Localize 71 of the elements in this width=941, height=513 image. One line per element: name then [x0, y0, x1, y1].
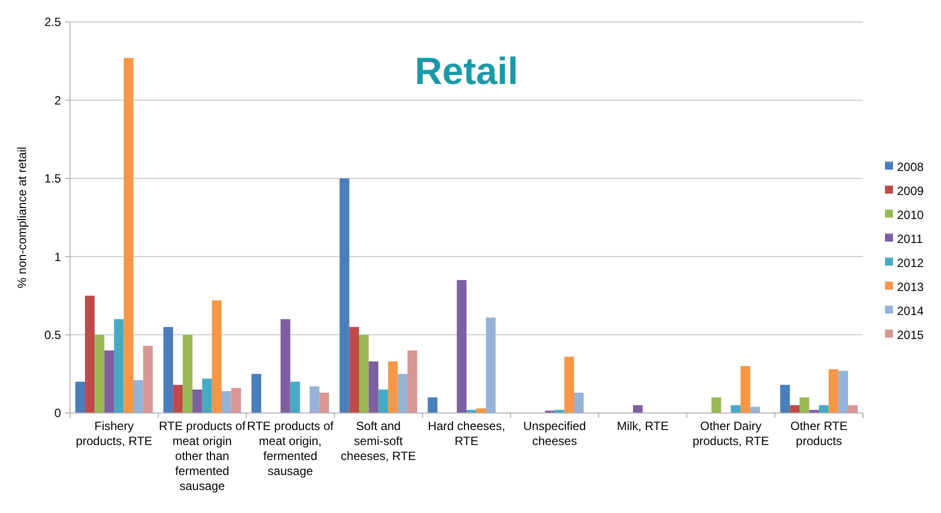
bar: [750, 406, 760, 413]
x-tick-label: Unspecified cheeses: [523, 419, 586, 448]
legend-label: 2011: [897, 232, 924, 246]
bar: [252, 374, 262, 413]
x-tick-label: Hard cheeses, RTE: [428, 419, 506, 448]
bar: [192, 390, 202, 413]
bar: [407, 350, 418, 413]
y-tick-label: 2: [54, 93, 62, 108]
bar: [114, 319, 124, 413]
bar: [104, 350, 114, 413]
y-tick-label: 0: [54, 406, 62, 420]
y-tick-label: 1.5: [44, 172, 62, 186]
text: Retail: [414, 51, 518, 93]
x-tick-label: Soft and semi-soft cheeses, RTE: [340, 419, 416, 463]
bar: [94, 334, 104, 413]
bar: [124, 58, 134, 413]
bar: [319, 392, 330, 413]
bar: [456, 280, 466, 413]
y-tick-label: 2.5: [44, 15, 62, 30]
bar: [84, 296, 95, 413]
bar: [163, 326, 174, 413]
x-tick-label: RTE products of meat origin, fermented sausage: [247, 419, 334, 478]
bar: [378, 390, 388, 413]
bar: [633, 405, 643, 413]
bar: [75, 382, 85, 413]
bar: [838, 370, 848, 413]
legend-label: 2008: [897, 160, 924, 174]
x-tick-label: Other Dairy products, RTE: [692, 419, 770, 448]
y-tick-label: 1: [54, 250, 62, 264]
y-axis-title: % non-compliance at retail: [15, 146, 29, 288]
bar: [202, 378, 212, 413]
bar: [388, 361, 398, 413]
bar: [848, 405, 858, 413]
bar: [574, 392, 584, 413]
bar: [359, 334, 369, 413]
bar: [800, 397, 810, 413]
x-tick-label: Other RTE products: [790, 419, 848, 448]
bar: [290, 382, 300, 413]
bar: [349, 326, 360, 413]
bar: [222, 391, 232, 413]
bar: [133, 380, 144, 413]
x-tick-label: Milk, RTE: [616, 419, 669, 433]
bar: [486, 318, 496, 413]
bar: [231, 388, 241, 413]
bar: [564, 356, 574, 413]
y-tick-label: 0.5: [44, 328, 62, 342]
bar: [730, 405, 741, 413]
legend-label: 2012: [897, 256, 924, 270]
bar: [310, 386, 320, 413]
bar: [173, 384, 183, 413]
x-tick-label: Fishery products, RTE: [76, 419, 152, 448]
bar: [780, 384, 790, 413]
legend-label: 2014: [897, 304, 924, 318]
x-tick-label: RTE products of meat origin other than fermented sausage: [158, 419, 246, 493]
bar: [182, 334, 192, 413]
bar: [368, 361, 378, 413]
bar: [428, 397, 438, 413]
bar: [818, 405, 829, 413]
bar: [212, 300, 222, 413]
bar: [340, 178, 350, 413]
bar: [280, 319, 290, 413]
legend-label: 2015: [897, 328, 924, 342]
bar: [790, 405, 800, 413]
bar: [828, 369, 838, 413]
bar: [398, 374, 408, 413]
bar: [711, 397, 722, 413]
bar: [143, 346, 153, 413]
bar: [740, 366, 750, 413]
legend-label: 2010: [897, 208, 924, 222]
legend-label: 2009: [897, 184, 924, 198]
legend-label: 2013: [897, 280, 924, 294]
